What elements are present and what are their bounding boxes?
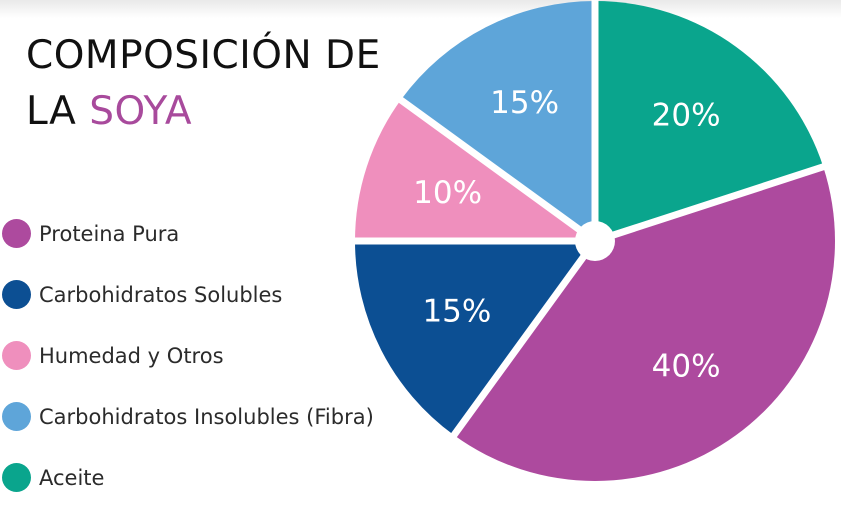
chart-legend: Proteina Pura Carbohidratos Solubles Hum… (2, 203, 374, 508)
legend-swatch (2, 219, 31, 248)
center-hole (575, 221, 615, 261)
pie-slice-5 (400, 1, 595, 241)
legend-label: Carbohidratos Solubles (39, 282, 283, 307)
pie-slice-4 (355, 99, 595, 241)
slice-label-3: 15% (422, 293, 491, 329)
pie-slices (355, 1, 835, 482)
legend-swatch (2, 280, 31, 309)
legend-swatch (2, 402, 31, 431)
pie-chart: 20% 40% 15% 10% 15% (349, 0, 835, 482)
legend-item-fibra: Carbohidratos Insolubles (Fibra) (2, 386, 374, 447)
pie-slice-1 (595, 1, 824, 241)
legend-label: Proteina Pura (39, 221, 180, 246)
legend-item-aceite: Aceite (2, 447, 374, 508)
legend-swatch (2, 463, 31, 492)
slice-separator-5 (393, 93, 598, 244)
slice-separator-2 (593, 161, 831, 245)
slice-label-2: 40% (652, 348, 721, 384)
title-line-2-prefix: LA (26, 89, 90, 134)
legend-swatch (2, 341, 31, 370)
pie-slice-2 (453, 166, 835, 482)
title-line-1: COMPOSICIÓN DE (26, 33, 381, 78)
slice-separator-3 (447, 238, 598, 443)
slice-label-4: 10% (413, 175, 482, 211)
pie-slice-3 (355, 241, 595, 436)
legend-item-proteina: Proteina Pura (2, 203, 374, 264)
slice-label-5: 15% (490, 85, 559, 121)
title-line-2-accent: SOYA (89, 89, 192, 134)
legend-label: Humedad y Otros (39, 343, 224, 368)
legend-label: Carbohidratos Insolubles (Fibra) (39, 404, 374, 429)
legend-item-carbohidratos-solubles: Carbohidratos Solubles (2, 264, 374, 325)
legend-item-humedad: Humedad y Otros (2, 325, 374, 386)
slice-separators (349, 0, 831, 443)
legend-label: Aceite (39, 465, 105, 490)
slice-labels: 20% 40% 15% 10% 15% (413, 85, 720, 385)
chart-title: COMPOSICIÓN DE LA SOYA (26, 28, 381, 140)
slice-label-1: 20% (652, 98, 721, 134)
